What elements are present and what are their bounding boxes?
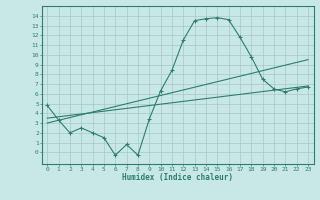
X-axis label: Humidex (Indice chaleur): Humidex (Indice chaleur)	[122, 173, 233, 182]
